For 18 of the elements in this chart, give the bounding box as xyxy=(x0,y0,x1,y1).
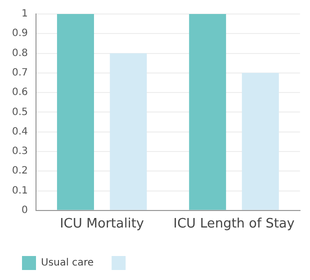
y-tick-label: 0.2 xyxy=(12,166,28,177)
y-tick-label: 0.3 xyxy=(12,146,28,158)
y-tick-label: 0.8 xyxy=(12,48,28,59)
x-tick-label: ICU Mortality xyxy=(60,216,144,232)
bar xyxy=(110,53,147,210)
x-tick-label: ICU Length of Stay xyxy=(173,216,295,232)
y-tick-label: 0.5 xyxy=(12,106,28,118)
bar xyxy=(189,14,226,210)
y-tick-label: 0.4 xyxy=(12,126,28,138)
bar xyxy=(57,14,94,210)
bar xyxy=(242,72,279,210)
legend-label: Usual care xyxy=(41,258,94,269)
y-tick-label: 0.9 xyxy=(12,28,28,40)
y-tick-label: 0 xyxy=(22,204,28,216)
y-tick-label: 0.1 xyxy=(12,185,28,196)
y-tick-label: 0.7 xyxy=(12,68,28,79)
y-tick-label: 0.6 xyxy=(12,87,28,98)
y-tick-label: 1 xyxy=(22,8,28,20)
